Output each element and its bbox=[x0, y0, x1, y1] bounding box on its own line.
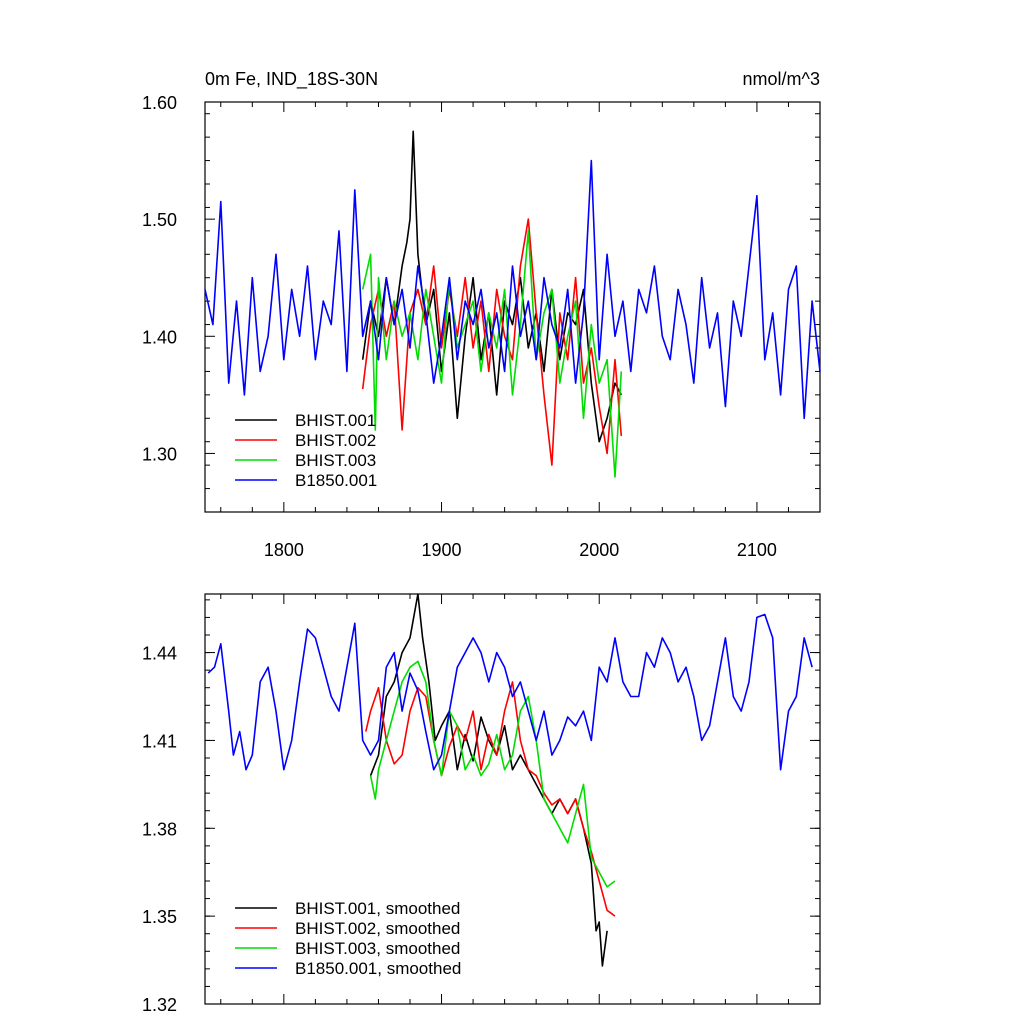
legend-label: BHIST.001 bbox=[295, 411, 376, 430]
series-line bbox=[204, 159, 821, 420]
x-tick-label: 2000 bbox=[579, 540, 619, 560]
y-tick-label: 1.32 bbox=[142, 995, 177, 1015]
legend-label: BHIST.001, smoothed bbox=[295, 899, 460, 918]
series-line bbox=[207, 613, 813, 771]
series-line bbox=[365, 681, 616, 917]
series-line bbox=[361, 230, 623, 478]
legend-label: B1850.001, smoothed bbox=[295, 959, 461, 978]
y-tick-label: 1.35 bbox=[142, 907, 177, 927]
y-tick-label: 1.40 bbox=[142, 327, 177, 347]
x-tick-label: 2100 bbox=[737, 540, 777, 560]
legend-label: BHIST.002 bbox=[295, 431, 376, 450]
plot-frame bbox=[204, 101, 821, 513]
y-tick-label: 1.50 bbox=[142, 210, 177, 230]
series-line bbox=[361, 218, 623, 466]
y-tick-label: 1.41 bbox=[142, 731, 177, 751]
series-line bbox=[369, 660, 616, 888]
top-panel: 1800 1900 2000 2100 1.30 1.40 1.50 1.60 BHIST.00… bbox=[142, 93, 821, 560]
y-tick-label: 1.38 bbox=[142, 819, 177, 839]
title-left: 0m Fe, IND_18S-30N bbox=[205, 69, 378, 90]
y-tick-label: 1.30 bbox=[142, 444, 177, 464]
title-right: nmol/m^3 bbox=[743, 69, 820, 89]
y-tick-label: 1.44 bbox=[142, 644, 177, 664]
y-tick-label: 1.60 bbox=[142, 93, 177, 113]
legend-label: BHIST.002, smoothed bbox=[295, 919, 460, 938]
x-tick-label: 1900 bbox=[422, 540, 462, 560]
legend-label: BHIST.003 bbox=[295, 451, 376, 470]
x-tick-label: 1800 bbox=[264, 540, 304, 560]
plot-frame bbox=[204, 593, 821, 1005]
legend-label: B1850.001 bbox=[295, 471, 377, 490]
legend-label: BHIST.003, smoothed bbox=[295, 939, 460, 958]
